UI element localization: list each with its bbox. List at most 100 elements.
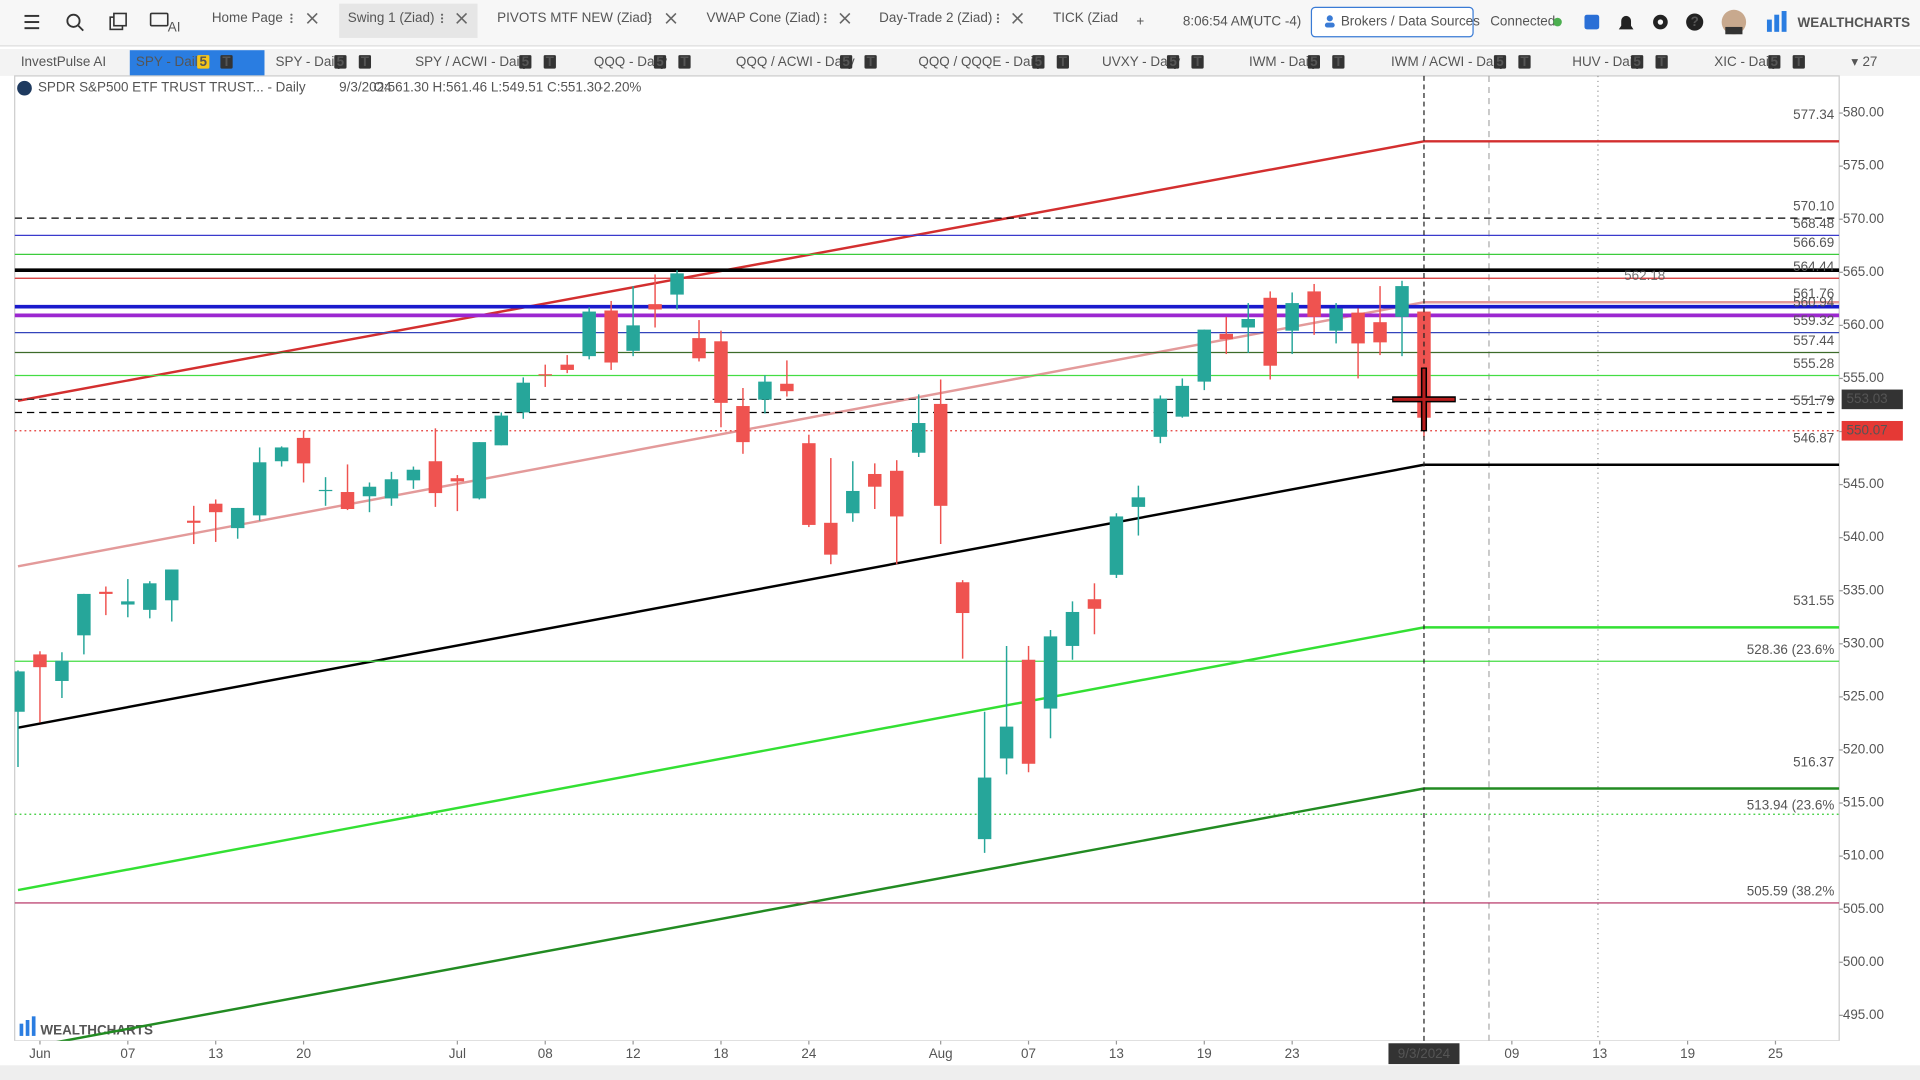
candle-body — [1065, 611, 1080, 646]
chart-tab-label[interactable]: UVXY - Daily — [1102, 54, 1181, 69]
search-icon[interactable] — [66, 13, 84, 32]
more-icon[interactable]: ▾ — [1851, 54, 1858, 69]
candle-body — [714, 341, 728, 403]
candle-body — [1285, 303, 1299, 331]
tab-label[interactable]: Swing 1 (Ziad) — [348, 10, 435, 25]
chart-tab-flag-label: T — [680, 54, 689, 69]
brokers-label[interactable]: Brokers / Data Sources — [1341, 14, 1480, 29]
chart-tab-flag-label: T — [222, 54, 231, 69]
chart-tab-label[interactable]: SPY / ACWI - Daily — [415, 54, 529, 69]
tab-close[interactable] — [1012, 12, 1024, 24]
menu-icon[interactable] — [24, 14, 40, 30]
chart-tab-flag — [1631, 55, 1644, 69]
price-badge — [1841, 420, 1903, 441]
x-tick-label: 13 — [1109, 1046, 1124, 1061]
tab-close[interactable] — [665, 12, 677, 24]
level-label: 531.55 — [1793, 593, 1834, 608]
price-badge-label: 553.03 — [1847, 391, 1888, 406]
chart-tab-flag — [1032, 55, 1045, 69]
tab-menu-dot — [290, 13, 293, 16]
tab-label[interactable]: Day-Trade 2 (Ziad) — [879, 10, 992, 25]
candle-body — [1395, 286, 1409, 317]
chart-tab-label[interactable]: IWM / ACWI - Daily — [1391, 54, 1506, 69]
chart-tab-flag-label: 5 — [842, 54, 850, 69]
x-tick-label: 07 — [1021, 1046, 1036, 1061]
candle-body — [143, 583, 157, 610]
chart-tab-flag — [1056, 55, 1069, 69]
ai-icon[interactable] — [149, 12, 169, 27]
layout-icon[interactable] — [109, 12, 127, 31]
x-axis — [0, 1040, 1920, 1066]
y-tick-label: 565.00 — [1843, 264, 1884, 279]
x-tick-label: 25 — [1768, 1046, 1783, 1061]
chart-tab-flag — [358, 55, 372, 69]
candle-body — [274, 447, 289, 462]
chart-tab-label[interactable]: QQQ / QQQE - Daily — [918, 54, 1043, 69]
level-label: 564.44 — [1793, 259, 1835, 274]
symbol-icon — [17, 80, 32, 96]
ohlc: O:561.30 H:561.46 L:549.51 C:551.30 — [373, 80, 601, 95]
candle-body — [1197, 329, 1212, 382]
tab-menu-dot — [649, 17, 652, 20]
level-label: 570.10 — [1793, 199, 1834, 214]
tab-close[interactable] — [306, 12, 318, 24]
save-icon[interactable] — [1584, 14, 1600, 30]
candle-body — [933, 403, 948, 506]
y-tick-label: 535.00 — [1843, 582, 1884, 597]
watermark-logo — [19, 1016, 36, 1036]
settings-hole — [1657, 19, 1664, 25]
chart-tab-label[interactable]: HUV - Daily — [1572, 54, 1643, 69]
candle-body — [1219, 333, 1233, 340]
add-tab[interactable]: + — [1136, 14, 1144, 29]
tab-label[interactable]: PIVOTS MTF NEW (Ziad) — [497, 10, 652, 25]
chart-tab-label[interactable]: InvestPulse AI — [21, 54, 106, 69]
chart-tab-flag-label: 5 — [656, 54, 664, 69]
level-label: 560.94 — [1793, 295, 1835, 310]
chart-tab-label[interactable]: QQQ / ACWI - Daily — [736, 54, 855, 69]
candle-body — [428, 461, 443, 494]
chart-tab-flag — [1518, 55, 1531, 69]
chart-tab-label[interactable]: SPY - Daily — [136, 54, 205, 69]
tab-label[interactable]: TICK (Ziad — [1053, 10, 1118, 25]
brokers-button[interactable] — [1310, 6, 1474, 38]
level-label: 516.37 — [1793, 754, 1834, 769]
candle-body — [187, 520, 201, 523]
candle-body — [55, 660, 69, 681]
tab-label[interactable]: VWAP Cone (Ziad) — [707, 10, 821, 25]
candle-body — [868, 473, 882, 487]
chart-tab-label[interactable]: IWM - Daily — [1249, 54, 1319, 69]
chart-tab-flag-label: 5 — [200, 54, 208, 69]
chart-tab-label[interactable]: SPY - Daily — [276, 54, 345, 69]
candle-body — [406, 469, 421, 481]
clock: 8:06:54 AM — [1183, 14, 1251, 29]
chart-tab-flag — [220, 55, 233, 69]
tab-close[interactable] — [839, 12, 851, 24]
chart-tab-flag — [653, 55, 667, 69]
chart-tab-flag-label: T — [1795, 54, 1804, 69]
candle-body — [1417, 311, 1431, 418]
chart-tab-label[interactable]: QQQ - Daily — [594, 54, 668, 69]
tab-menu-dot — [824, 20, 827, 24]
candle-body — [208, 503, 223, 513]
chart-tab-flag-label: 5 — [1310, 54, 1318, 69]
chart-tab-label[interactable]: XIC - Daily — [1714, 54, 1779, 69]
candle-body — [296, 437, 311, 464]
candle-body — [121, 601, 135, 605]
tab-close[interactable] — [456, 12, 468, 24]
y-tick-label: 495.00 — [1843, 1007, 1884, 1022]
candle-body — [318, 489, 333, 492]
tab-label[interactable]: Home Page — [212, 10, 283, 25]
bell-icon[interactable] — [1618, 15, 1634, 30]
y-tick-label: 525.00 — [1843, 688, 1884, 703]
brand: WEALTHCHARTS — [1798, 15, 1911, 30]
candle-body — [99, 591, 113, 594]
candle-body — [230, 507, 245, 529]
help-icon[interactable] — [1686, 13, 1704, 31]
x-tick-label: 20 — [296, 1046, 311, 1061]
candle-body — [846, 490, 860, 514]
candle-body — [14, 671, 25, 712]
chart-tab-flag — [519, 55, 532, 69]
x-tick-label: 24 — [801, 1046, 816, 1061]
crosshair — [1393, 368, 1455, 430]
level-label: 551.79 — [1793, 393, 1834, 408]
